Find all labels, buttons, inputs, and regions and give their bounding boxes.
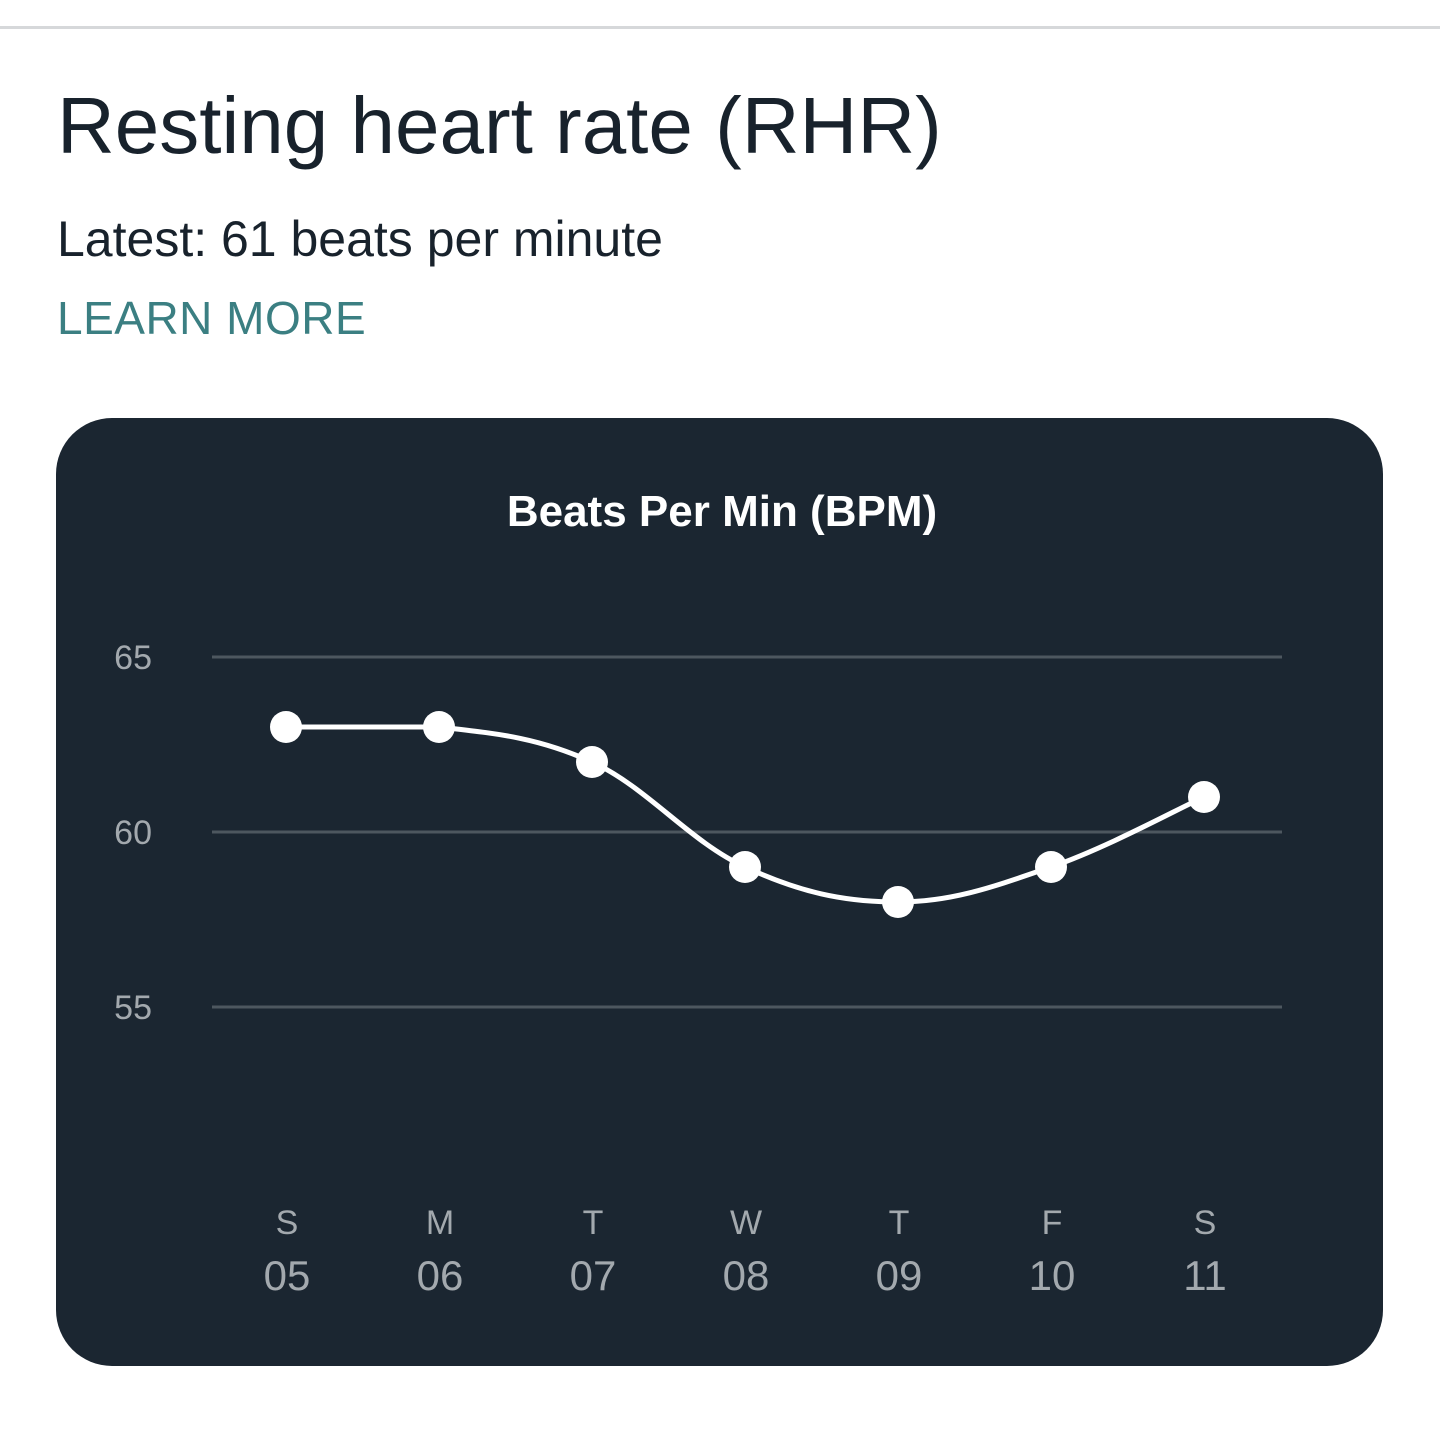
data-points — [270, 711, 1220, 918]
x-tick-weekday: T — [583, 1204, 604, 1242]
x-tick-date: 07 — [570, 1252, 617, 1299]
data-point-07 — [576, 746, 608, 778]
top-divider — [0, 26, 1440, 29]
data-point-09 — [882, 886, 914, 918]
x-tick-date: 09 — [876, 1252, 923, 1299]
x-tick-weekday: S — [1194, 1204, 1217, 1242]
page-title: Resting heart rate (RHR) — [57, 81, 942, 170]
y-tick-label: 60 — [114, 814, 152, 852]
x-tick-weekday: W — [730, 1204, 762, 1242]
latest-rhr-value: Latest: 61 beats per minute — [57, 211, 663, 267]
learn-more-link[interactable]: LEARN MORE — [57, 292, 367, 344]
data-point-10 — [1035, 851, 1067, 883]
x-tick-weekday: T — [889, 1204, 910, 1242]
data-point-05 — [270, 711, 302, 743]
gridlines — [212, 655, 1282, 1009]
y-tick-label: 65 — [114, 639, 152, 677]
x-tick-date: 06 — [417, 1252, 464, 1299]
x-tick-date: 10 — [1029, 1252, 1076, 1299]
x-tick-weekday: F — [1042, 1204, 1063, 1242]
data-point-06 — [423, 711, 455, 743]
data-point-11 — [1188, 781, 1220, 813]
x-tick-weekday: S — [276, 1204, 299, 1242]
x-axis-ticks: S 05 M 06 T 07 W 08 T 09 F 10 S 11 — [264, 1204, 1227, 1299]
rhr-chart-card: Beats Per Min (BPM) 65 60 55 S 05 M 06 T 07 W 08 T… — [56, 418, 1383, 1366]
data-point-08 — [729, 851, 761, 883]
x-tick-weekday: M — [426, 1204, 454, 1242]
rhr-line-chart: Beats Per Min (BPM) 65 60 55 S 05 M 06 T 07 W 08 T… — [114, 487, 1282, 1299]
x-tick-date: 05 — [264, 1252, 311, 1299]
y-tick-label: 55 — [114, 989, 152, 1027]
y-axis-ticks: 65 60 55 — [114, 639, 152, 1027]
x-tick-date: 11 — [1183, 1252, 1227, 1299]
x-tick-date: 08 — [723, 1252, 770, 1299]
chart-title: Beats Per Min (BPM) — [507, 487, 937, 536]
